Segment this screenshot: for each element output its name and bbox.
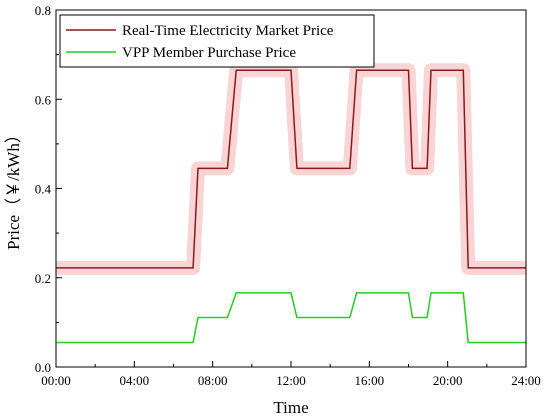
y-tick-label: 0.6 [35, 92, 52, 107]
x-tick-label: 00:00 [41, 373, 71, 388]
y-tick-label: 0.0 [35, 360, 51, 375]
x-axis-label: Time [273, 398, 308, 417]
y-tick-label: 0.4 [35, 182, 52, 197]
y-axis-label: Price（￥/kWh） [4, 126, 23, 250]
legend-box [59, 14, 375, 68]
series-layer [56, 63, 526, 344]
x-tick-label: 04:00 [120, 373, 150, 388]
legend-label-market-price: Real-Time Electricity Market Price [122, 23, 334, 39]
y-tick-label: 0.8 [35, 3, 51, 18]
legend-label-vpp-price: VPP Member Purchase Price [122, 45, 296, 61]
legend: Real-Time Electricity Market Price VPP M… [59, 14, 375, 68]
y-tick-label: 0.2 [35, 271, 51, 286]
x-tick-label: 24:00 [511, 373, 541, 388]
series-0-line [56, 69, 526, 269]
x-tick-label: 12:00 [276, 373, 306, 388]
x-tick-label: 20:00 [433, 373, 463, 388]
x-tick-label: 08:00 [198, 373, 228, 388]
series-0-halo [56, 63, 526, 275]
series-1-line [56, 292, 526, 344]
ticks-layer: 00:00 04:00 08:00 12:00 16:00 20:00 24:00 0.0 0.… [35, 3, 541, 388]
x-tick-label: 16:00 [355, 373, 385, 388]
